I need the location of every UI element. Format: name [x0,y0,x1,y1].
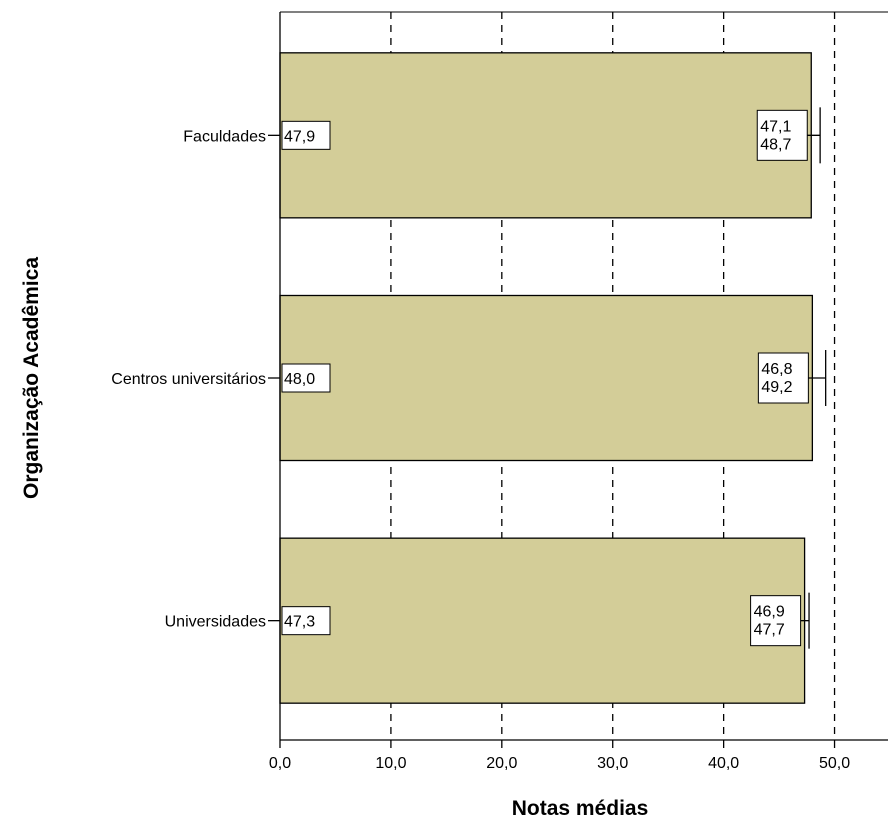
x-tick-label: 0,0 [269,755,291,772]
ci-lower-label: 47,1 [760,118,791,135]
value-label: 47,9 [284,128,315,145]
category-label: Faculdades [183,128,266,145]
x-tick-label: 40,0 [708,755,739,772]
bars [279,52,827,704]
ci-label-box [750,595,802,647]
bar [279,537,806,704]
ci-lower-label: 46,9 [754,604,785,621]
bar [279,294,814,462]
y-axis-title: Organização Acadêmica [20,257,43,499]
value-label: 48,0 [284,371,315,388]
ci-label-box [757,352,809,404]
x-tick-label: 50,0 [819,755,850,772]
x-axis-title: Notas médias [512,797,649,820]
x-tick-label: 20,0 [486,755,517,772]
ci-label-box [756,109,808,161]
category-label: Universidades [165,614,266,631]
x-tick-label: 30,0 [597,755,628,772]
x-tick-label: 10,0 [375,755,406,772]
value-label: 47,3 [284,614,315,631]
value-label-box [281,363,331,393]
value-label-box [281,120,331,150]
value-label-box [281,606,331,636]
ci-upper-label: 49,2 [761,379,792,396]
axes [268,11,888,748]
labels: Faculdades 47,9 47,148,7 Centros universitá… [111,109,850,772]
bar [279,52,812,219]
ci-lower-label: 46,8 [761,361,792,378]
ci-upper-label: 48,7 [760,136,791,153]
ci-upper-label: 47,7 [754,622,785,639]
category-label: Centros universitários [111,371,266,388]
